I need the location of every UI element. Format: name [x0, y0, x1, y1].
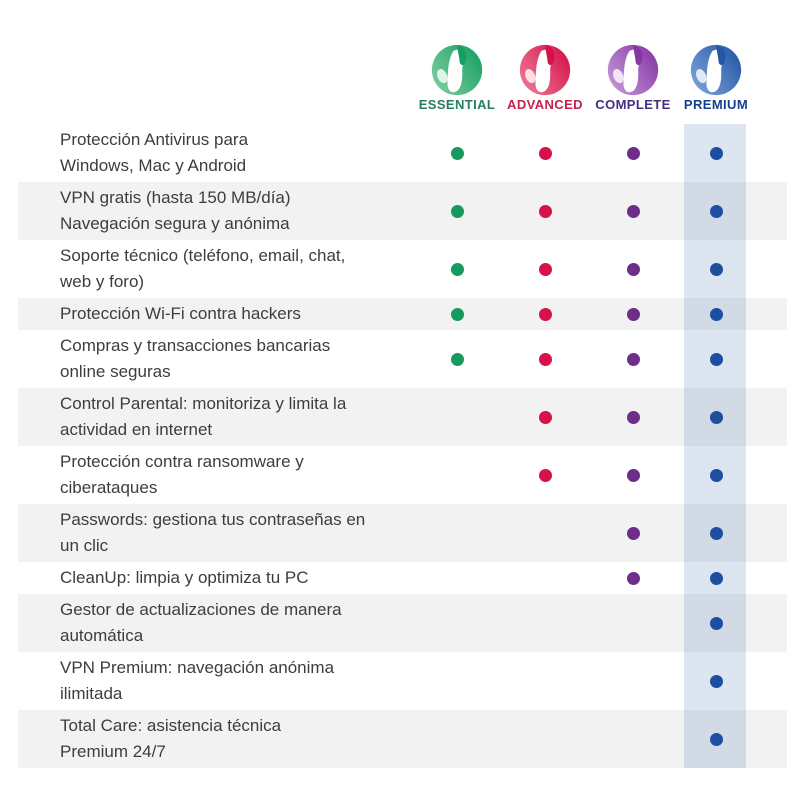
feature-rows: Protección Antivirus para Windows, Mac y…: [18, 124, 787, 768]
included-dot-complete: [626, 307, 640, 321]
included-dot-complete: [626, 571, 640, 585]
included-dot-essential: [450, 262, 464, 276]
plan-name-label: ADVANCED: [507, 97, 583, 112]
feature-row: Total Care: asistencia técnica Premium 2…: [18, 710, 787, 768]
included-dot-essential: [450, 352, 464, 366]
feature-row: VPN gratis (hasta 150 MB/día) Navegación…: [18, 182, 787, 240]
included-dot-advanced: [538, 307, 552, 321]
included-dot-essential: [450, 146, 464, 160]
included-dot-premium: [709, 410, 723, 424]
included-dot-premium: [709, 674, 723, 688]
feature-row: Gestor de actualizaciones de manera auto…: [18, 594, 787, 652]
plan-column-essential[interactable]: ESSENTIAL: [413, 44, 501, 113]
included-dot-premium: [709, 571, 723, 585]
feature-label: Gestor de actualizaciones de manera auto…: [60, 600, 342, 645]
feature-label: Protección contra ransomware y ciberataq…: [60, 452, 304, 497]
plan-column-complete[interactable]: COMPLETE: [589, 44, 677, 113]
included-dot-complete: [626, 146, 640, 160]
feature-row: Passwords: gestiona tus contraseñas en u…: [18, 504, 787, 562]
included-dot-premium: [709, 262, 723, 276]
included-dot-advanced: [538, 410, 552, 424]
feature-row: CleanUp: limpia y optimiza tu PC: [18, 562, 787, 594]
included-dot-complete: [626, 410, 640, 424]
panda-logo-complete-icon: [607, 44, 659, 96]
feature-row: Protección Wi-Fi contra hackers: [18, 298, 787, 330]
feature-label: Soporte técnico (teléfono, email, chat, …: [60, 246, 346, 291]
feature-row: Compras y transacciones bancarias online…: [18, 330, 787, 388]
feature-label: VPN gratis (hasta 150 MB/día) Navegación…: [60, 188, 291, 233]
plan-column-premium[interactable]: PREMIUM: [672, 44, 760, 113]
plans-header: ESSENTIAL ADVANCED COMPLETE PREMIUM: [0, 0, 800, 124]
included-dot-complete: [626, 526, 640, 540]
included-dot-premium: [709, 732, 723, 746]
included-dot-premium: [709, 307, 723, 321]
included-dot-complete: [626, 204, 640, 218]
plan-name-label: ESSENTIAL: [418, 97, 496, 112]
panda-logo-premium-icon: [690, 44, 742, 96]
included-dot-complete: [626, 262, 640, 276]
included-dot-premium: [709, 468, 723, 482]
plan-name-label: COMPLETE: [595, 97, 671, 112]
included-dot-advanced: [538, 204, 552, 218]
included-dot-complete: [626, 468, 640, 482]
feature-label: Passwords: gestiona tus contraseñas en u…: [60, 510, 366, 555]
included-dot-advanced: [538, 352, 552, 366]
plan-name-label: PREMIUM: [683, 97, 749, 112]
panda-logo-essential-icon: [431, 44, 483, 96]
included-dot-advanced: [538, 146, 552, 160]
included-dot-premium: [709, 146, 723, 160]
feature-row: Soporte técnico (teléfono, email, chat, …: [18, 240, 787, 298]
panda-logo-advanced-icon: [519, 44, 571, 96]
feature-label: CleanUp: limpia y optimiza tu PC: [60, 568, 309, 587]
feature-row: Protección contra ransomware y ciberataq…: [18, 446, 787, 504]
feature-label: Control Parental: monitoriza y limita la…: [60, 394, 347, 439]
feature-label: Total Care: asistencia técnica Premium 2…: [60, 716, 282, 761]
feature-row: Control Parental: monitoriza y limita la…: [18, 388, 787, 446]
included-dot-premium: [709, 616, 723, 630]
feature-label: VPN Premium: navegación anónima ilimitad…: [60, 658, 335, 703]
feature-label: Protección Wi-Fi contra hackers: [60, 304, 301, 323]
included-dot-essential: [450, 204, 464, 218]
feature-row: Protección Antivirus para Windows, Mac y…: [18, 124, 787, 182]
feature-label: Compras y transacciones bancarias online…: [60, 336, 331, 381]
included-dot-complete: [626, 352, 640, 366]
included-dot-essential: [450, 307, 464, 321]
included-dot-premium: [709, 526, 723, 540]
feature-label: Protección Antivirus para Windows, Mac y…: [60, 130, 249, 175]
feature-row: VPN Premium: navegación anónima ilimitad…: [18, 652, 787, 710]
included-dot-premium: [709, 352, 723, 366]
plan-column-advanced[interactable]: ADVANCED: [501, 44, 589, 113]
included-dot-advanced: [538, 262, 552, 276]
included-dot-advanced: [538, 468, 552, 482]
included-dot-premium: [709, 204, 723, 218]
